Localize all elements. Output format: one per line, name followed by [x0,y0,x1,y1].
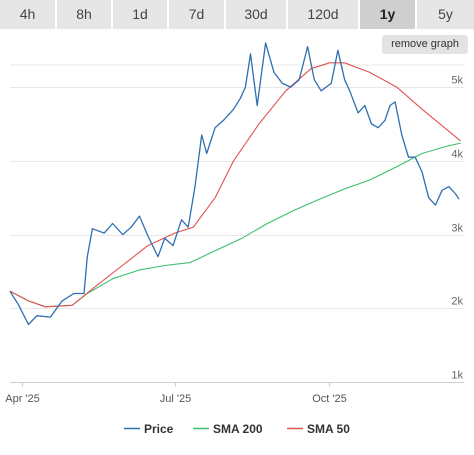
y-tick-label: 4k [451,149,463,161]
y-tick-label: 1k [451,370,463,382]
tab-1d[interactable]: 1d [113,0,169,29]
range-tabs: 4h 8h 1d 7d 30d 120d 1y 5y [0,0,474,31]
series-line-sma-200 [9,142,461,308]
legend-label: SMA 200 [213,422,263,436]
tab-120d[interactable]: 120d [288,0,360,29]
legend: Price SMA 200 SMA 50 [124,422,350,436]
tab-5y[interactable]: 5y [417,0,474,29]
remove-graph-button[interactable]: remove graph [382,35,468,54]
tab-8h[interactable]: 8h [57,0,113,29]
y-tick-label: 3k [451,223,463,235]
tab-7d[interactable]: 7d [169,0,226,29]
x-tick-label: Apr '25 [5,393,40,405]
x-tick-label: Oct '25 [312,393,347,405]
series-lines [9,42,461,326]
legend-item-price[interactable]: Price [124,422,174,436]
series-line-price [9,42,460,326]
legend-label: Price [144,422,174,436]
y-tick-label: 2k [451,296,463,308]
legend-label: SMA 50 [307,422,350,436]
legend-item-sma-50[interactable]: SMA 50 [287,422,350,436]
grid-lines [10,64,464,383]
series-line-sma-50 [9,62,461,308]
y-axis: 1k 2k 3k 4k 5k [451,75,463,382]
x-tick-label: Jul '25 [160,393,191,405]
legend-item-sma-200[interactable]: SMA 200 [193,422,263,436]
tab-4h[interactable]: 4h [0,0,57,29]
tab-30d[interactable]: 30d [226,0,288,29]
tab-1y[interactable]: 1y [360,0,417,29]
x-axis: Apr '25 Jul '25 Oct '25 [5,382,464,405]
y-tick-label: 5k [451,75,463,87]
